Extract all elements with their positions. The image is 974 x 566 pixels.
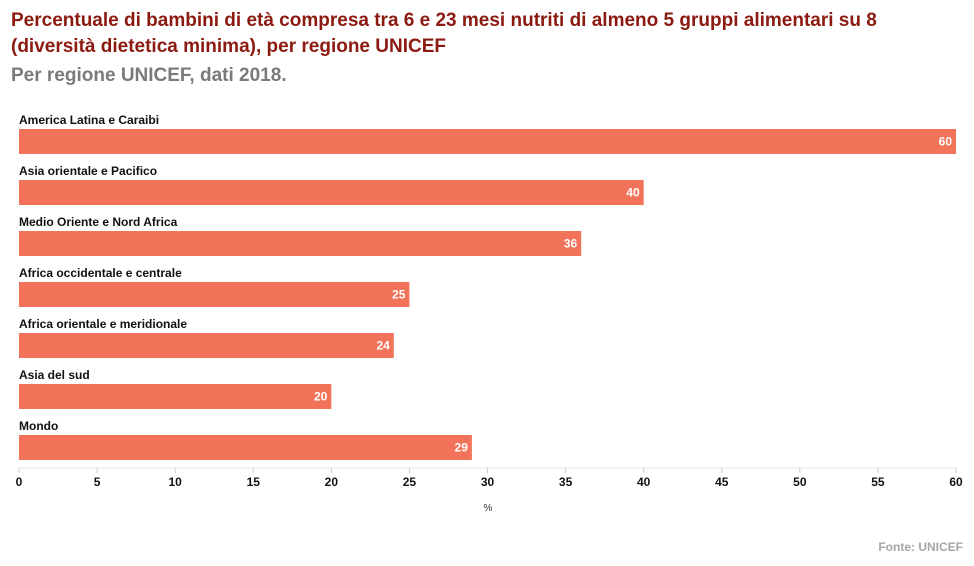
category-label: Africa orientale e meridionale [19,317,187,331]
x-axis-label: % [484,503,493,514]
data-label: 24 [376,339,390,353]
category-label: America Latina e Caraibi [19,113,159,127]
bar [19,231,582,256]
x-tick-label: 55 [871,475,885,489]
x-tick-label: 40 [637,475,651,489]
source-note: Fonte: UNICEF [878,540,963,554]
x-tick-label: 45 [715,475,729,489]
category-label: Mondo [19,419,58,433]
category-label: Asia del sud [19,368,90,382]
category-label: Africa occidentale e centrale [19,266,182,280]
x-tick-label: 5 [94,475,101,489]
data-label: 20 [314,390,328,404]
bar [19,282,410,307]
category-label: Medio Oriente e Nord Africa [19,215,178,229]
x-tick-label: 15 [247,475,261,489]
chart-title: Percentuale di bambini di età compresa t… [11,10,877,57]
bar [19,384,332,409]
data-label: 36 [564,237,578,251]
x-tick-label: 50 [793,475,807,489]
x-tick-label: 25 [403,475,417,489]
chart-subtitle: Per regione UNICEF, dati 2018. [11,65,287,86]
x-tick-label: 35 [559,475,573,489]
bar [19,435,472,460]
data-label: 40 [626,186,640,200]
x-tick-label: 10 [168,475,182,489]
data-label: 29 [455,441,469,455]
bar [19,180,644,205]
bar-chart: America Latina e Caraibi 60 Asia orientale… [16,113,963,514]
x-tick-label: 20 [325,475,339,489]
category-label: Asia orientale e Pacifico [19,164,157,178]
x-tick-label: 0 [16,475,23,489]
data-label: 25 [392,288,406,302]
bar [19,129,956,154]
data-label: 60 [939,135,953,149]
x-tick-label: 60 [949,475,963,489]
x-tick-label: 30 [481,475,495,489]
bar [19,333,394,358]
